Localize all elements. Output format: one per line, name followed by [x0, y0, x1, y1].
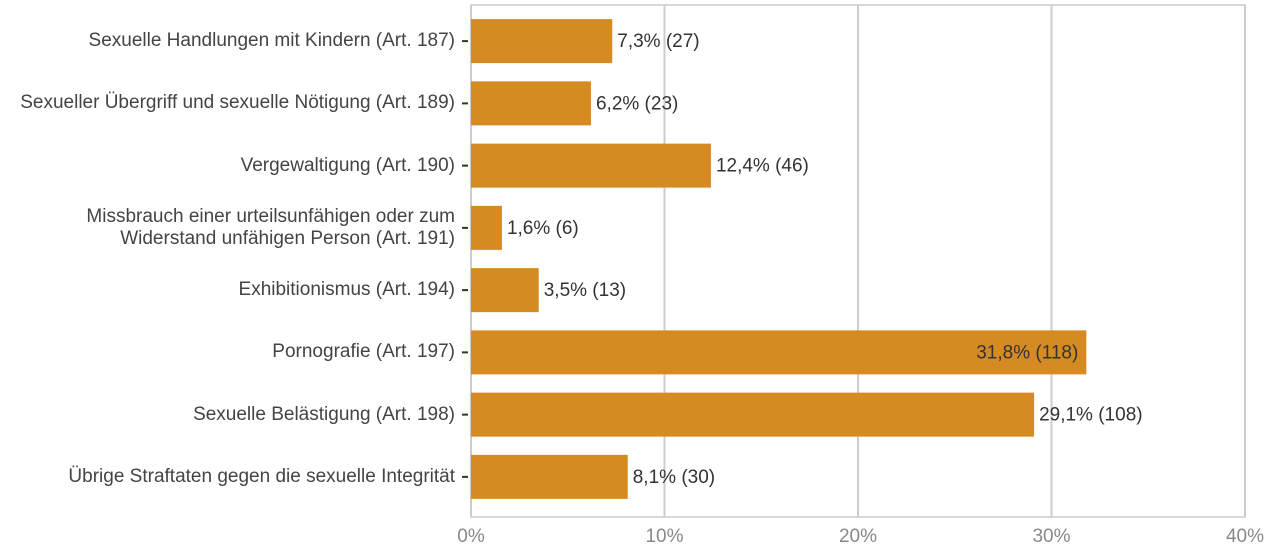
data-label: 7,3% (27) — [617, 31, 699, 52]
x-tick-label: 20% — [839, 526, 877, 547]
bar — [471, 454, 628, 499]
data-label: 8,1% (30) — [633, 467, 715, 488]
x-tick-label: 30% — [1032, 526, 1070, 547]
bar — [471, 392, 1035, 437]
y-tick-label: Missbrauch einer urteilsunfähigen oder z… — [86, 205, 455, 249]
data-label: 29,1% (108) — [1039, 405, 1143, 426]
y-tick-label: Pornografie (Art. 197) — [272, 341, 455, 363]
data-label: 31,8% (118) — [976, 342, 1078, 363]
data-label: 6,2% (23) — [596, 93, 678, 114]
x-tick-label: 0% — [457, 526, 485, 547]
data-label: 3,5% (13) — [544, 280, 626, 301]
y-tick-label: Übrige Straftaten gegen die sexuelle Int… — [68, 465, 455, 487]
y-tick-label: Vergewaltigung (Art. 190) — [240, 154, 455, 176]
bar — [471, 205, 502, 250]
bar — [471, 19, 613, 64]
data-label: 12,4% (46) — [716, 156, 809, 177]
y-tick-label: Exhibitionismus (Art. 194) — [238, 279, 455, 301]
bar — [471, 330, 1087, 375]
x-tick-label: 10% — [645, 526, 683, 547]
data-label: 1,6% (6) — [507, 218, 579, 239]
x-tick-label: 40% — [1226, 526, 1264, 547]
bar — [471, 268, 539, 313]
y-tick-label: Sexueller Übergriff und sexuelle Nötigun… — [20, 92, 455, 114]
bar — [471, 143, 711, 188]
y-tick-label: Sexuelle Belästigung (Art. 198) — [193, 403, 455, 425]
bar — [471, 81, 591, 126]
y-tick-label: Sexuelle Handlungen mit Kindern (Art. 18… — [88, 30, 455, 52]
